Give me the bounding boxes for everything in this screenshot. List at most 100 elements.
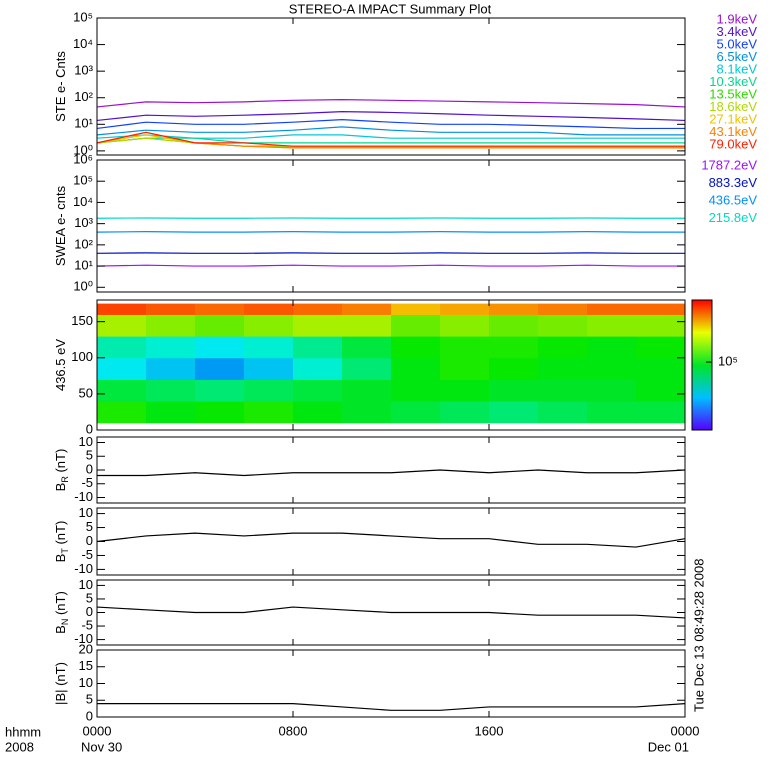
y-tick-label: 5 [86, 590, 93, 605]
y-tick-label: 10⁰ [73, 279, 93, 294]
y-axis-label-unit: (nT) [53, 521, 68, 548]
x-tick-label: 0000 [83, 723, 112, 738]
spectrogram-cell [391, 357, 441, 380]
legend-entry: 18.6keV [709, 99, 757, 114]
y-tick-label: 10⁵ [73, 173, 93, 188]
y-axis-label: |B| (nT) [53, 662, 68, 705]
y-tick-label: 10¹ [74, 258, 93, 273]
y-axis-label-base: STE e- Cnts [53, 51, 68, 122]
spectrogram-cell [195, 303, 245, 315]
spectrogram-cell [391, 401, 441, 424]
y-tick-label: 0 [86, 533, 93, 548]
spectrogram-cell [146, 379, 196, 402]
legend-entry: 436.5eV [709, 192, 758, 207]
spectrogram-cell [538, 314, 588, 337]
y-axis-label-base: B [53, 483, 68, 492]
legend-entry: 3.4keV [717, 24, 758, 39]
y-axis-label-sub: R [60, 476, 70, 483]
legend-entry: 10.3keV [709, 74, 757, 89]
y-tick-label: 0 [86, 604, 93, 619]
x-axis-label: hhmm [5, 724, 41, 739]
spectrogram-cell [146, 314, 196, 337]
y-tick-label: 10 [79, 505, 93, 520]
spectrogram-cell [293, 314, 343, 337]
series-line [96, 137, 685, 144]
spectrogram-cell [538, 303, 588, 315]
spectrogram-cell [489, 336, 539, 359]
spectrogram-cell [342, 314, 392, 337]
spectrogram-cell [342, 336, 392, 359]
spectrogram-cell [587, 379, 637, 402]
spectrogram-cell [636, 401, 686, 424]
spectrogram-cell [636, 303, 686, 315]
y-axis-label-base: |B| (nT) [53, 662, 68, 705]
x-tick-label: 0000 [671, 723, 700, 738]
spectrogram-cell [636, 379, 686, 402]
y-axis-label-unit: (nT) [53, 449, 68, 476]
y-tick-label: 10¹ [74, 116, 93, 131]
spectrogram-cell [293, 379, 343, 402]
spectrogram-cell [489, 303, 539, 315]
legend-entry: 27.1keV [709, 111, 757, 126]
y-axis-label: STE e- Cnts [53, 51, 68, 122]
chart-title: STEREO-A IMPACT Summary Plot [289, 1, 492, 16]
spectrogram-cell [587, 303, 637, 315]
legend-entry: 5.0keV [717, 36, 758, 51]
spectrogram-cell [489, 401, 539, 424]
spectrogram-cell [195, 314, 245, 337]
x-tick-label: 0800 [279, 723, 308, 738]
spectrogram-cell [440, 379, 490, 402]
y-axis-label-base: SWEA e- cnts [53, 185, 68, 266]
spectrogram-cell [146, 357, 196, 380]
spectrogram-cell [195, 401, 245, 424]
y-tick-label: 10³ [74, 215, 93, 230]
y-tick-label: 10³ [74, 63, 93, 78]
series-line [96, 111, 686, 122]
spectrogram-cell [440, 401, 490, 424]
panel-frame [96, 159, 686, 293]
spectrogram-cell [342, 357, 392, 380]
y-axis-label-unit: (nT) [53, 591, 68, 618]
y-tick-label: 10⁴ [73, 194, 93, 209]
timestamp: Tue Dec 13 08:49:28 2008 [691, 559, 706, 712]
spectrogram-cell [489, 314, 539, 337]
spectrogram-cell [587, 336, 637, 359]
end-date: Dec 01 [648, 739, 689, 754]
spectrogram-cell [391, 303, 441, 315]
spectrogram-cell [391, 336, 441, 359]
y-tick-label: 0 [86, 461, 93, 476]
y-tick-label: 150 [71, 313, 93, 328]
y-tick-label: 15 [79, 658, 93, 673]
y-axis-label: BN (nT) [53, 591, 70, 634]
spectrogram-cell [97, 357, 147, 380]
legend-entry: 6.5keV [717, 49, 758, 64]
spectrogram-cell [244, 379, 294, 402]
y-axis-label: SWEA e- cnts [53, 185, 68, 266]
y-tick-label: 100 [71, 349, 93, 364]
spectrogram-cell [587, 357, 637, 380]
spectrogram-cell [538, 357, 588, 380]
spectrogram-cell [538, 336, 588, 359]
legend-entry: 1787.2eV [701, 157, 757, 172]
y-tick-label: 10⁰ [73, 142, 93, 157]
legend-entry: 79.0keV [709, 136, 757, 151]
x-tick-label: 1600 [475, 723, 504, 738]
spectrogram-cell [293, 303, 343, 315]
y-axis-label-base: B [53, 625, 68, 634]
y-tick-label: 10⁵ [73, 9, 93, 24]
panel-frame [96, 507, 686, 576]
colorbar [691, 299, 713, 431]
spectrogram-cell [97, 336, 147, 359]
y-tick-label: 10² [74, 89, 93, 104]
series-line [96, 532, 686, 548]
y-tick-label: -5 [81, 547, 93, 562]
spectrogram-cell [538, 379, 588, 402]
year-label: 2008 [5, 739, 34, 754]
spectrogram-cell [146, 401, 196, 424]
series-line [96, 606, 686, 619]
spectrogram-cell [244, 401, 294, 424]
y-tick-label: 20 [79, 641, 93, 656]
series-line [96, 126, 685, 136]
series-line [97, 702, 686, 711]
series-line [96, 264, 685, 267]
